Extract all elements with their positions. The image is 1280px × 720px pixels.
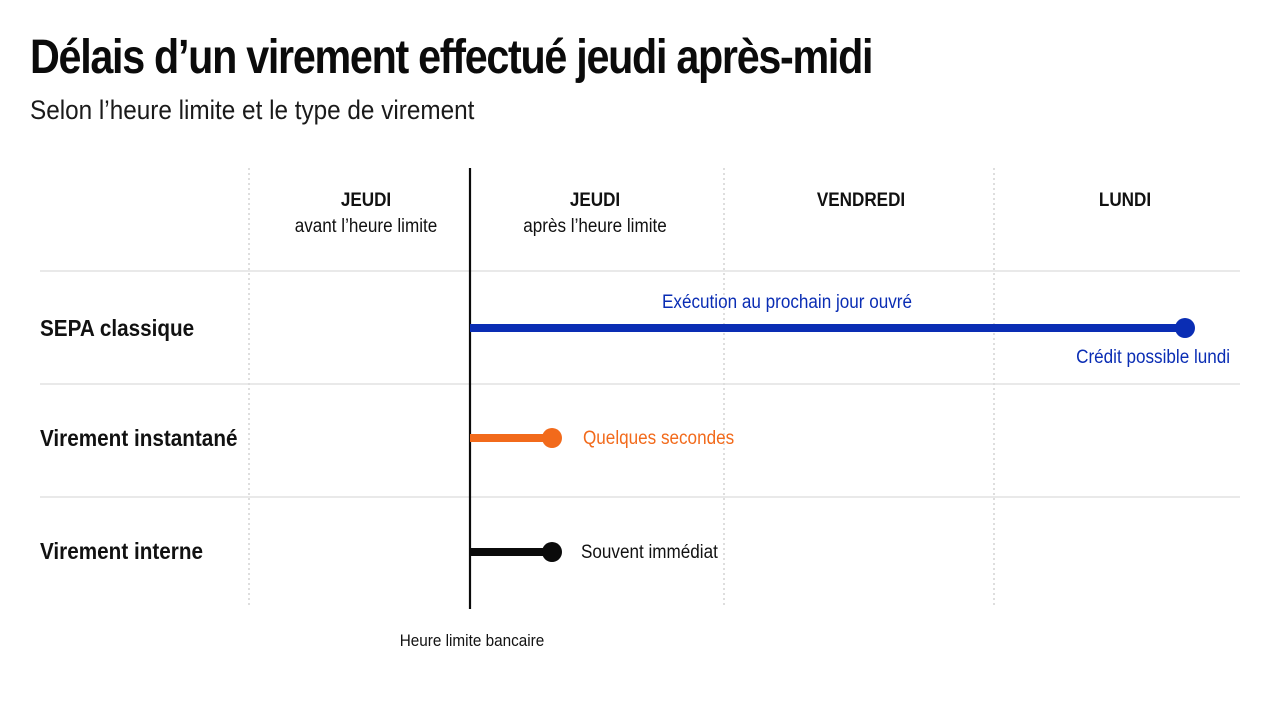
column-day: LUNDI [1098, 190, 1152, 211]
row-label-internal: Virement interne [40, 538, 203, 564]
column-day: JEUDI [340, 190, 392, 211]
internal-end-note: Souvent immédiat [581, 542, 718, 563]
cutoff-label: Heure limite bancaire [399, 631, 545, 650]
sepa-end-dot [1175, 318, 1195, 338]
row-label-instant: Virement instantané [40, 425, 238, 451]
chart-subtitle: Selon l’heure limite et le type de virem… [30, 95, 475, 125]
sepa-end-note: Crédit possible lundi [1076, 347, 1230, 368]
column-sub: après l’heure limite [523, 216, 667, 237]
column-day: JEUDI [569, 190, 621, 211]
sepa-top-note: Exécution au prochain jour ouvré [661, 292, 913, 313]
column-sub: avant l’heure limite [294, 216, 438, 237]
column-header-jeudi-avant: JEUDI avant l’heure limite [256, 188, 476, 240]
row-label-sepa: SEPA classique [40, 315, 195, 341]
instant-end-note: Quelques secondes [583, 428, 735, 449]
column-header-vendredi: VENDREDI [751, 188, 971, 214]
column-header-lundi: LUNDI [1015, 188, 1235, 214]
column-header-jeudi-apres: JEUDI après l’heure limite [485, 188, 705, 240]
chart-title: Délais d’un virement effectué jeudi aprè… [30, 31, 873, 84]
internal-end-dot [542, 542, 562, 562]
instant-end-dot [542, 428, 562, 448]
column-day: VENDREDI [816, 190, 906, 211]
